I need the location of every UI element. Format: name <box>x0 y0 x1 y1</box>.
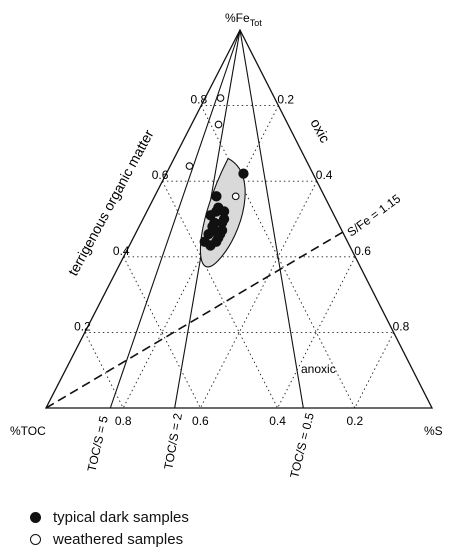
tick-right-0.4: 0.4 <box>316 168 333 182</box>
weathered-sample-point-1 <box>214 120 223 129</box>
line-label-toc-s-2: TOC/S = 2 <box>161 412 185 471</box>
ternary-chart: 0.2 0.4 0.6 0.8 0.2 0.4 0.6 0.8 0.8 0.6 0.4 0.2 %Fe… <box>10 11 443 480</box>
tick-bottom-0.6: 0.6 <box>192 414 209 428</box>
dark-sample-point-16 <box>205 240 216 251</box>
dark-sample-point-1 <box>211 191 222 202</box>
tick-left-0.2: 0.2 <box>74 319 91 333</box>
s-fe-line <box>45 231 344 409</box>
region-label-anoxic: anoxic <box>301 362 336 376</box>
line-label-toc-s-5: TOC/S = 5 <box>85 414 111 473</box>
vertex-label-toc: %TOC <box>10 424 46 438</box>
tick-bottom-0.8: 0.8 <box>115 414 132 428</box>
tick-left-0.4: 0.4 <box>113 244 130 258</box>
tick-bottom-0.4: 0.4 <box>269 414 286 428</box>
legend-item-weathered: weathered samples <box>30 531 183 548</box>
grid-line-s-0.4 <box>199 180 318 409</box>
legend-label-weathered: weathered samples <box>53 531 184 548</box>
tick-right-0.8: 0.8 <box>393 319 410 333</box>
line-label-toc-s-0-5: TOC/S = 0.5 <box>287 411 317 480</box>
grid-line-toc-0.6 <box>123 256 201 409</box>
legend-item-dark: typical dark samples <box>30 509 189 526</box>
grid-line-s-0.6 <box>277 256 356 409</box>
dark-sample-point-17 <box>218 206 230 217</box>
region-label-oxic: oxic <box>307 116 333 146</box>
weathered-sample-point-2 <box>185 162 194 170</box>
vertex-label-fe: %FeTot <box>225 11 262 28</box>
weathered-sample-point-0 <box>216 94 225 102</box>
weathered-sample-point-3 <box>231 192 240 201</box>
tick-left-0.8: 0.8 <box>191 93 208 107</box>
toc-s-line-2 <box>239 29 304 409</box>
line-label-s-fe: S/Fe = 1.15 <box>345 191 404 239</box>
vertex-label-s: %S <box>424 424 443 438</box>
reference-lines <box>45 29 344 409</box>
vertex-label-fe-subscript: Tot <box>250 18 263 28</box>
open-circle-icon <box>30 534 41 545</box>
grid-line-s-0.8 <box>354 332 395 409</box>
dark-sample-point-0 <box>238 168 249 179</box>
tick-labels: 0.2 0.4 0.6 0.8 0.2 0.4 0.6 0.8 0.8 0.6 0.4 0.2 <box>74 93 409 428</box>
grid-line-toc-0.8 <box>84 332 124 409</box>
tick-left-0.6: 0.6 <box>152 168 169 182</box>
filled-circle-icon <box>30 512 41 523</box>
grid-line-toc-0.4 <box>161 180 279 409</box>
tick-bottom-0.2: 0.2 <box>346 414 363 428</box>
legend-label-dark: typical dark samples <box>53 509 189 526</box>
region-label-terrigenous: terrigenous organic matter <box>65 127 157 279</box>
tick-right-0.2: 0.2 <box>277 93 294 107</box>
data-points <box>185 94 249 251</box>
ternary-frame <box>44 28 434 409</box>
toc-s-line-0 <box>109 29 241 409</box>
tick-right-0.6: 0.6 <box>354 244 371 258</box>
